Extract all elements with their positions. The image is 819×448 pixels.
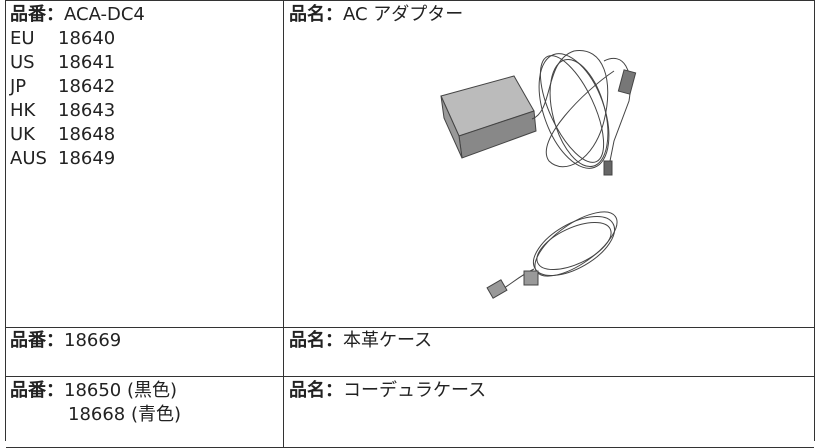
variant-number: 18643 bbox=[58, 100, 116, 121]
table-row: 品番：ACA-DC4 EU 18640 US 18641 JP 18642 HK 18643 U… bbox=[6, 1, 814, 328]
product-name: 本革ケース bbox=[343, 330, 433, 351]
variant-number: 18648 bbox=[58, 124, 116, 145]
name-cell: 品名：本革ケース bbox=[284, 327, 814, 376]
variant-region: AUS bbox=[10, 148, 47, 169]
variant: HK 18643 bbox=[10, 99, 279, 123]
adapter-illustration bbox=[440, 50, 637, 299]
variant-region: US bbox=[10, 52, 35, 73]
variant: US 18641 bbox=[10, 51, 279, 75]
variant-number: 18642 bbox=[58, 76, 116, 97]
variant-region: HK bbox=[10, 100, 36, 121]
variant: JP 18642 bbox=[10, 75, 279, 99]
part-number: 18668 (青色) bbox=[68, 404, 182, 425]
variant: UK 18648 bbox=[10, 123, 279, 147]
variant-list: EU 18640 US 18641 JP 18642 HK 18643 UK 18648 AUS 18… bbox=[10, 27, 279, 171]
part-number: ACA-DC4 bbox=[64, 4, 145, 25]
variant: EU 18640 bbox=[10, 27, 279, 51]
table-row: 品番：18669 品名：本革ケース bbox=[6, 327, 814, 377]
part-cell: 品番：ACA-DC4 EU 18640 US 18641 JP 18642 HK 18643 U… bbox=[6, 1, 284, 327]
variant-region: UK bbox=[10, 124, 35, 145]
part-label: 品番： bbox=[10, 330, 64, 351]
part-cell: 品番：18650 (黒色) 18668 (青色) bbox=[6, 377, 284, 447]
variant-region: JP bbox=[10, 76, 27, 97]
part-label: 品番： bbox=[10, 380, 64, 401]
name-label: 品名： bbox=[289, 330, 343, 351]
name-label: 品名： bbox=[289, 380, 343, 401]
variant-number: 18640 bbox=[58, 28, 116, 49]
table-row: 品番：18650 (黒色) 18668 (青色) 品名：コーデュラケース bbox=[6, 377, 814, 448]
variant-region: EU bbox=[10, 28, 35, 49]
part-number: 18669 bbox=[64, 330, 122, 351]
name-label: 品名： bbox=[289, 4, 343, 25]
name-cell: 品名：コーデュラケース bbox=[284, 377, 814, 447]
name-cell: 品名：AC アダプター bbox=[284, 1, 814, 327]
product-table: 品番：ACA-DC4 EU 18640 US 18641 JP 18642 HK 18643 U… bbox=[5, 0, 815, 448]
product-name: AC アダプター bbox=[343, 4, 464, 25]
part-number: 18650 (黒色) bbox=[64, 380, 178, 401]
part-cell: 品番：18669 bbox=[6, 327, 284, 376]
variant: AUS 18649 bbox=[10, 147, 279, 171]
page: 品番：ACA-DC4 EU 18640 US 18641 JP 18642 HK 18643 U… bbox=[5, 0, 815, 448]
variant-number: 18641 bbox=[58, 52, 116, 73]
product-name: コーデュラケース bbox=[343, 380, 487, 401]
variant-number: 18649 bbox=[58, 148, 116, 169]
part-label: 品番： bbox=[10, 4, 64, 25]
